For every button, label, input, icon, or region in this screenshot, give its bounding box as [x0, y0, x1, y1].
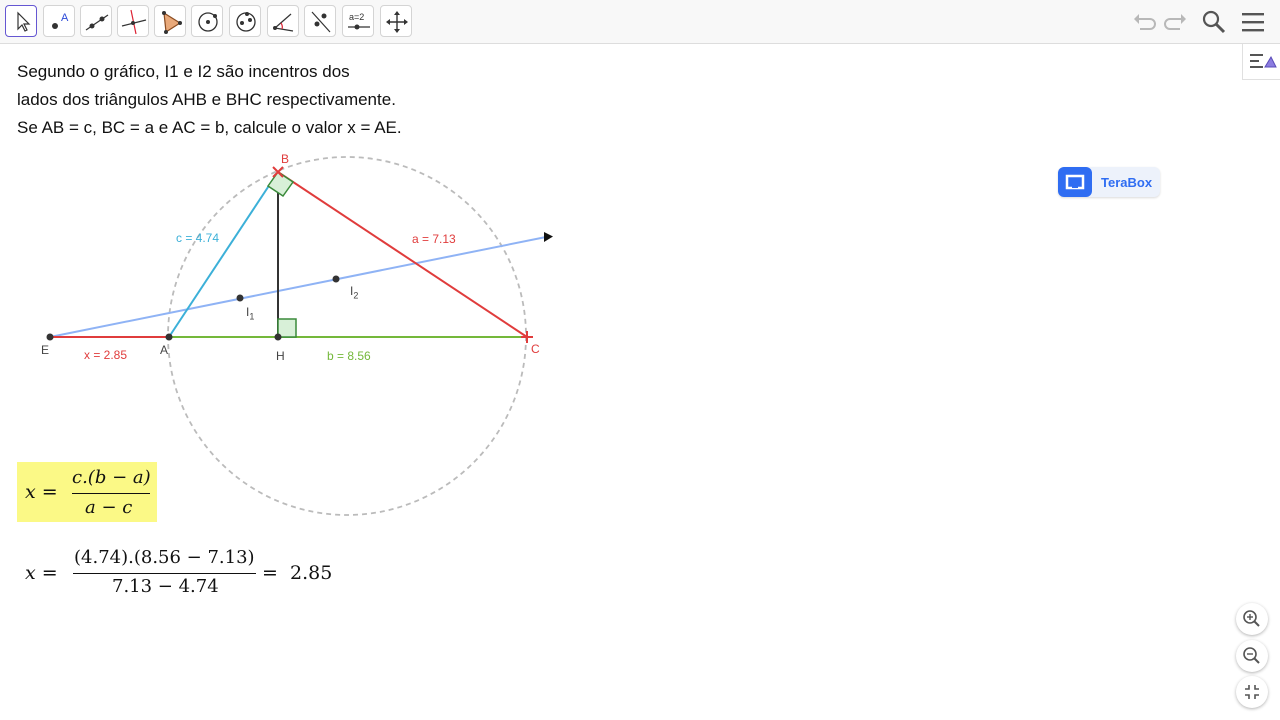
formula-general-fraction-bar	[72, 493, 150, 494]
algebra-view-icon	[1250, 54, 1277, 68]
search-button[interactable]	[1198, 6, 1230, 38]
incenter-line	[49, 236, 547, 338]
circle-tool-button[interactable]	[191, 5, 223, 37]
point-c-marker[interactable]	[521, 331, 533, 343]
line-arrow-icon	[544, 232, 553, 242]
algebra-view-toggle[interactable]	[1242, 44, 1280, 80]
label-h: H	[276, 349, 285, 363]
move-view-tool-icon	[386, 11, 408, 33]
undo-icon	[1134, 14, 1156, 30]
zoom-out-icon	[1243, 647, 1260, 664]
move-tool-icon	[17, 11, 31, 32]
problem-line-2: lados dos triângulos AHB e BHC respectiv…	[17, 90, 396, 109]
zoom-in-icon	[1243, 610, 1260, 627]
terabox-widget[interactable]: TeraBox	[1058, 167, 1160, 197]
geometry-figure[interactable]	[0, 0, 620, 530]
line-tool-icon	[85, 14, 109, 31]
slider-tool-icon: a=2	[348, 12, 370, 30]
exit-fullscreen-button[interactable]	[1236, 676, 1268, 708]
formula-numeric-lhs: x =	[25, 562, 58, 584]
angle-tool-button[interactable]	[267, 5, 299, 37]
point-tool-glyph: A	[61, 12, 69, 24]
formula-general[interactable]: x = c.(b − a) a − c	[17, 462, 157, 522]
formula-numeric-result: 2.85	[290, 562, 333, 584]
point-tool-icon: A	[52, 12, 69, 29]
label-b: B	[281, 152, 290, 166]
zoom-in-button[interactable]	[1236, 603, 1268, 635]
label-segment-b: b = 8.56	[327, 349, 371, 363]
formula-numeric-denominator: 7.13 − 4.74	[112, 576, 219, 597]
ellipse-tool-button[interactable]	[229, 5, 261, 37]
line-tool-button[interactable]	[80, 5, 112, 37]
point-h[interactable]	[274, 333, 282, 341]
label-e: E	[41, 343, 50, 357]
slider-tool-glyph: a=2	[349, 12, 364, 22]
label-segment-a: a = 7.13	[412, 232, 456, 246]
problem-line-1: Segundo o gráfico, I1 e I2 são incentros…	[17, 62, 350, 81]
perpendicular-line-tool-button[interactable]	[117, 5, 149, 37]
formula-general-lhs: x =	[25, 481, 58, 503]
label-i2: I2	[350, 284, 359, 301]
reflect-tool-icon	[311, 11, 331, 33]
zoom-out-button[interactable]	[1236, 640, 1268, 672]
menu-icon	[1242, 13, 1264, 32]
problem-line-3: Se AB = c, BC = a e AC = b, calcule o va…	[17, 118, 402, 137]
formula-numeric-equals: =	[262, 562, 278, 584]
segment-c	[168, 171, 279, 338]
point-i1[interactable]	[236, 294, 244, 302]
formula-general-numerator: c.(b − a)	[72, 467, 151, 488]
move-view-tool-button[interactable]	[380, 5, 412, 37]
right-angle-h-marker	[277, 318, 297, 338]
point-tool-button[interactable]: A	[43, 5, 75, 37]
polygon-tool-icon	[162, 11, 182, 34]
reflect-tool-button[interactable]	[304, 5, 336, 37]
polygon-tool-button[interactable]	[154, 5, 186, 37]
label-i1: I1	[246, 305, 255, 322]
formula-numeric-fraction-bar	[73, 573, 256, 574]
label-c: C	[531, 342, 540, 356]
move-tool-button[interactable]	[5, 5, 37, 37]
redo-icon	[1164, 14, 1186, 30]
segment-a	[277, 171, 528, 338]
terabox-logo	[1058, 167, 1092, 197]
angle-tool-icon	[273, 13, 294, 32]
label-segment-c: c = 4.74	[176, 231, 220, 245]
label-a: A	[160, 343, 169, 357]
point-b-marker[interactable]	[272, 166, 284, 178]
formula-general-denominator: a − c	[85, 497, 133, 518]
right-angle-b-marker	[266, 170, 295, 198]
circle-tool-icon	[198, 12, 218, 32]
slider-tool-button[interactable]: a=2	[342, 5, 374, 37]
toolbar: A	[0, 0, 1280, 44]
terabox-icon	[1065, 174, 1085, 190]
redo-button[interactable]	[1160, 6, 1192, 38]
exit-fullscreen-icon	[1245, 685, 1259, 699]
undo-button[interactable]	[1128, 6, 1160, 38]
point-i2[interactable]	[332, 275, 340, 283]
perpendicular-line-tool-icon	[121, 9, 147, 35]
point-e[interactable]	[46, 333, 54, 341]
point-a[interactable]	[165, 333, 173, 341]
search-icon	[1202, 10, 1226, 34]
label-segment-x: x = 2.85	[84, 348, 128, 362]
ellipse-tool-icon	[236, 12, 256, 32]
menu-button[interactable]	[1237, 6, 1269, 38]
terabox-label: TeraBox	[1101, 175, 1153, 190]
formula-numeric-numerator: (4.74).(8.56 − 7.13)	[74, 547, 255, 568]
